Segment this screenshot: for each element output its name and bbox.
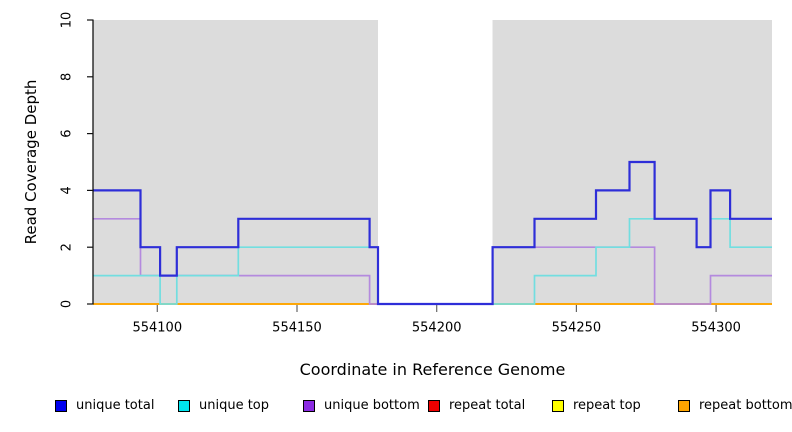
legend-item-unique-top: unique top xyxy=(178,398,269,413)
legend-item-repeat-bottom: repeat bottom xyxy=(678,398,792,413)
series-line-unique-total xyxy=(93,160,772,306)
legend-item-unique-bottom: unique bottom xyxy=(303,398,420,413)
x-tick-label: 554250 xyxy=(552,321,602,336)
x-tick-label: 554100 xyxy=(132,321,182,336)
x-tick-label: 554200 xyxy=(412,321,462,336)
y-tick-label: 8 xyxy=(60,73,75,81)
legend-swatch-icon xyxy=(178,399,190,412)
legend-label: repeat total xyxy=(449,398,526,413)
plot-background-region xyxy=(93,20,378,304)
legend-swatch-icon xyxy=(552,399,564,412)
legend-label: unique bottom xyxy=(324,398,420,413)
y-tick-label: 0 xyxy=(60,300,75,308)
x-tick-label: 554300 xyxy=(691,321,741,336)
legend-item-repeat-top: repeat top xyxy=(552,398,641,413)
legend-swatch-icon xyxy=(428,399,440,412)
legend-label: repeat bottom xyxy=(699,398,792,413)
legend-item-unique-total: unique total xyxy=(55,398,154,413)
coverage-plot-canvas: 0 2 4 6 8 10 554100 554150 554200 554250 554300 xyxy=(60,12,772,336)
legend-swatch-icon xyxy=(678,399,690,412)
legend-swatch-icon xyxy=(303,399,315,412)
y-tick-label: 10 xyxy=(60,12,75,29)
x-tick-label: 554150 xyxy=(272,321,322,336)
x-axis-title: Coordinate in Reference Genome xyxy=(299,360,566,379)
y-axis-title: Read Coverage Depth xyxy=(22,79,40,245)
y-tick-label: 4 xyxy=(60,186,75,194)
y-tick-label: 2 xyxy=(60,243,75,251)
legend-label: repeat top xyxy=(573,398,641,413)
legend-swatch-icon xyxy=(55,399,67,412)
legend-label: unique total xyxy=(76,398,155,413)
legend-item-repeat-total: repeat total xyxy=(428,398,525,413)
y-tick-label: 6 xyxy=(60,129,75,137)
legend-label: unique top xyxy=(199,398,270,413)
